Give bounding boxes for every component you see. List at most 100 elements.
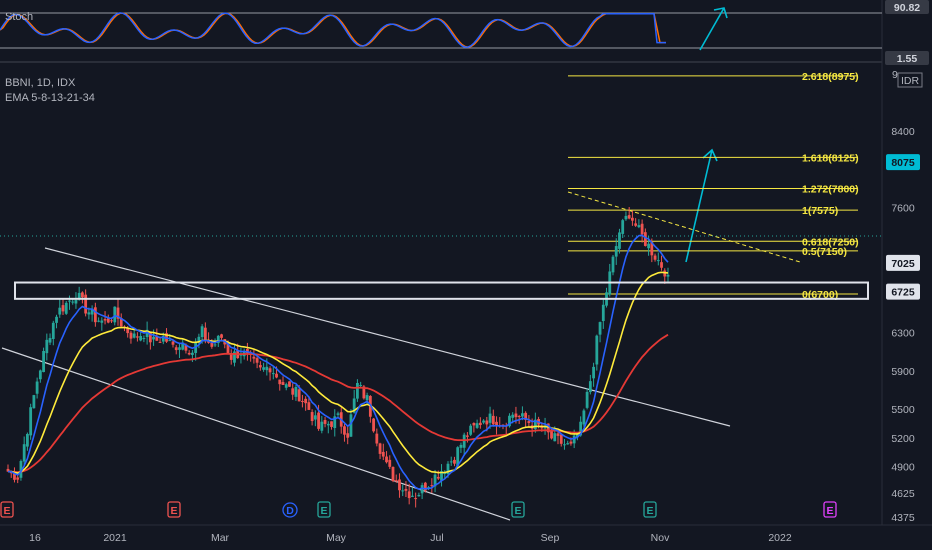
time-tick: Mar — [211, 532, 230, 544]
candle-body — [126, 328, 130, 334]
candle-body — [362, 386, 366, 399]
ema-fast-line — [7, 234, 669, 490]
candle-body — [343, 426, 346, 435]
candle-body — [559, 434, 563, 444]
price-tick: 4900 — [891, 462, 915, 474]
earnings-marker[interactable]: D — [282, 502, 298, 518]
candle-body — [161, 335, 165, 342]
candle-body — [388, 459, 392, 467]
candle-body — [378, 443, 382, 454]
candle-body — [582, 410, 586, 425]
candle-body — [637, 225, 641, 228]
earnings-marker[interactable]: E — [643, 501, 657, 518]
candle-body — [129, 332, 133, 339]
candle-body — [304, 398, 308, 404]
stoch-k-line — [0, 12, 666, 48]
candle-body — [627, 215, 631, 219]
candle-body — [401, 490, 405, 492]
earnings-marker[interactable]: E — [317, 501, 331, 518]
candle-body — [310, 412, 314, 422]
price-tick: 5900 — [891, 366, 915, 378]
candle-body — [58, 307, 62, 315]
candle-body — [640, 223, 644, 235]
candle-body — [618, 232, 621, 249]
candle-body — [216, 335, 220, 344]
candle-body — [407, 491, 411, 499]
candle-body — [178, 347, 181, 350]
candle-body — [527, 421, 531, 423]
svg-text:E: E — [646, 505, 653, 517]
candle-body — [281, 382, 285, 385]
candle-body — [271, 373, 275, 375]
candle-body — [333, 416, 337, 428]
candle-body — [226, 343, 230, 354]
fib-level-label: 1(7575) — [802, 205, 838, 217]
candle-body — [656, 260, 660, 262]
dashed-resistance-line[interactable] — [567, 191, 801, 263]
candle-body — [171, 341, 175, 345]
price-tick: 6300 — [891, 327, 915, 339]
candle-body — [191, 352, 194, 355]
candle-body — [579, 421, 583, 436]
svg-text:6725: 6725 — [891, 287, 915, 299]
candle-body — [119, 318, 123, 327]
earnings-marker[interactable]: E — [823, 501, 837, 518]
candle-body — [533, 419, 537, 430]
fib-extension[interactable]: 2.618(8975) 1.618(8125) 1.272(7800) 1(7575)… — [568, 71, 859, 301]
candle-body — [469, 425, 473, 435]
price-tick: 4375 — [891, 512, 915, 524]
candle-body — [430, 485, 434, 487]
candle-body — [647, 243, 650, 249]
candle-body — [74, 300, 78, 304]
candle-body — [323, 419, 327, 424]
candle-body — [614, 246, 618, 257]
time-tick: 2021 — [103, 532, 127, 544]
candle-body — [84, 294, 88, 314]
candle-body — [313, 415, 317, 420]
price-tag: 8075 — [886, 154, 920, 171]
candle-body — [449, 461, 453, 463]
candle-body — [48, 338, 52, 343]
earnings-marker[interactable]: E — [167, 501, 181, 518]
candle-body — [653, 255, 657, 260]
stoch-up-arrow[interactable] — [699, 7, 728, 51]
candle-body — [203, 327, 207, 340]
candle-body — [210, 342, 214, 347]
candle-body — [666, 274, 670, 277]
candle-body — [601, 304, 605, 322]
price-tick: 8400 — [891, 126, 915, 138]
candle-body — [252, 356, 256, 359]
candle-body — [158, 341, 162, 343]
candle-body — [446, 463, 450, 475]
candle-body — [77, 292, 81, 299]
candle-body — [142, 338, 146, 340]
earnings-marker[interactable]: E — [0, 501, 14, 518]
stoch-pane[interactable]: Stoch 90.82 1.55 — [0, 0, 929, 65]
support-zone-box[interactable] — [14, 281, 869, 300]
fib-level-label: 0.618(7250) — [802, 236, 859, 248]
candle-body — [51, 322, 55, 339]
candle-body — [514, 413, 518, 418]
earnings-marker[interactable]: E — [511, 501, 525, 518]
candle-body — [152, 336, 155, 340]
channel-upper-trendline[interactable] — [44, 247, 731, 427]
price-tick: 5200 — [891, 433, 915, 445]
candle-body — [398, 479, 401, 491]
candle-body — [475, 423, 479, 428]
candle-body — [585, 391, 589, 408]
candle-body — [621, 220, 625, 234]
price-axis[interactable]: 4375 4625 4900 5200 5500 5900 6300 6725 7025 7600… — [886, 126, 920, 524]
candle-body — [187, 352, 191, 355]
time-axis[interactable]: 16 2021 Mar May Jul Sep Nov 2022 — [29, 532, 792, 544]
candle-body — [139, 336, 143, 341]
candle-body — [563, 444, 566, 446]
candle-body — [317, 412, 320, 429]
candle-body — [365, 395, 369, 401]
currency-badge[interactable] — [897, 72, 923, 88]
candle-body — [275, 373, 278, 378]
candle-body — [32, 395, 36, 409]
candle-body — [453, 459, 456, 464]
